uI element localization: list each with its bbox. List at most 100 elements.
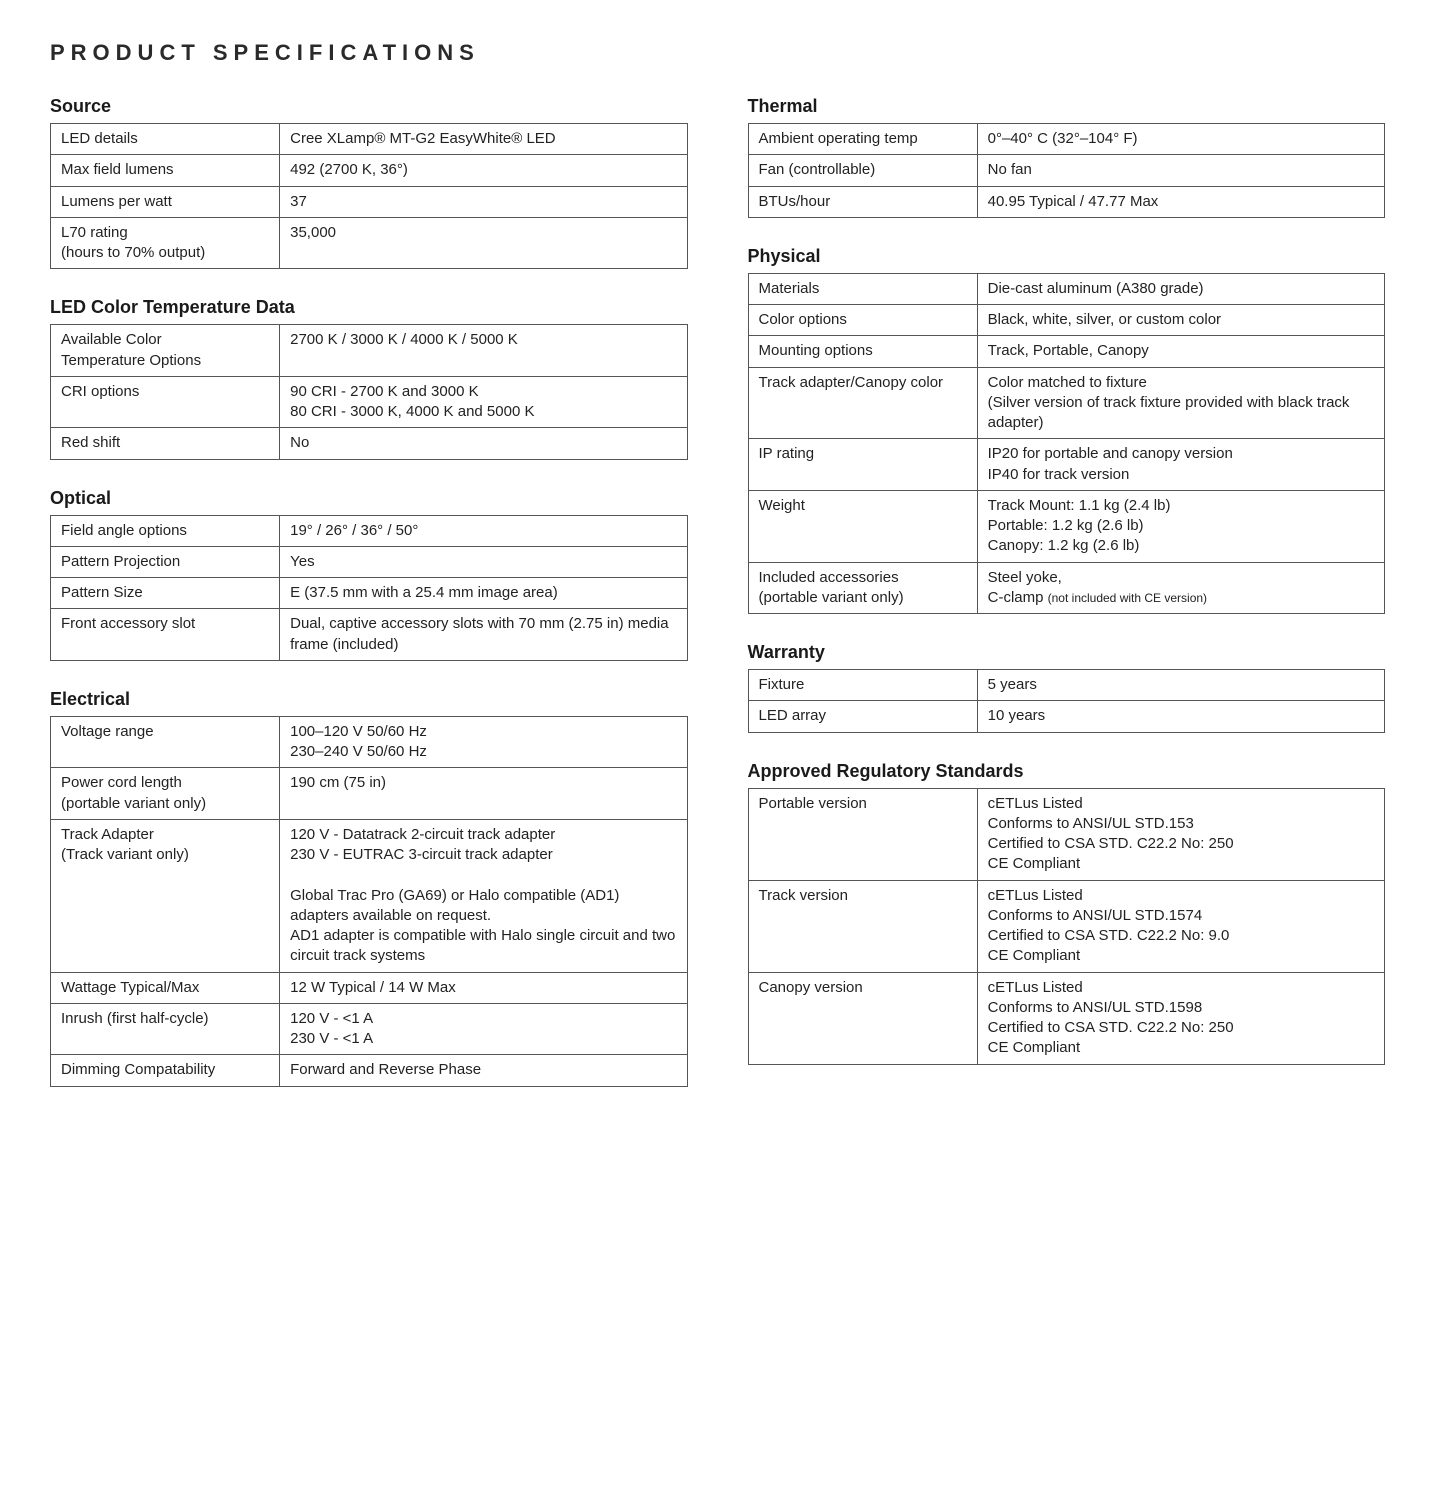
table-row: Max field lumens492 (2700 K, 36°) [51, 155, 688, 186]
spec-label: Front accessory slot [51, 609, 280, 661]
table-row: Fixture5 years [748, 670, 1385, 701]
spec-label: Track adapter/Canopy color [748, 367, 977, 439]
spec-label: Canopy version [748, 972, 977, 1064]
spec-label: Track version [748, 880, 977, 972]
spec-label: Dimming Compatability [51, 1055, 280, 1086]
spec-value: 190 cm (75 in) [280, 768, 687, 820]
spec-value: Track, Portable, Canopy [977, 336, 1384, 367]
spec-value: 120 V - <1 A230 V - <1 A [280, 1003, 687, 1055]
table-row: Pattern SizeE (37.5 mm with a 25.4 mm im… [51, 578, 688, 609]
spec-value: 0°–40° C (32°–104° F) [977, 124, 1384, 155]
spec-label: CRI options [51, 376, 280, 428]
spec-value: E (37.5 mm with a 25.4 mm image area) [280, 578, 687, 609]
spec-value: 2700 K / 3000 K / 4000 K / 5000 K [280, 325, 687, 377]
spec-label: L70 rating(hours to 70% output) [51, 217, 280, 269]
table-row: MaterialsDie-cast aluminum (A380 grade) [748, 273, 1385, 304]
section-title: Thermal [748, 96, 1386, 117]
spec-value: Steel yoke,C-clamp (not included with CE… [977, 562, 1384, 614]
section-title: LED Color Temperature Data [50, 297, 688, 318]
table-row: Track versioncETLus ListedConforms to AN… [748, 880, 1385, 972]
table-row: LED array10 years [748, 701, 1385, 732]
section-title: Approved Regulatory Standards [748, 761, 1386, 782]
spec-label: Red shift [51, 428, 280, 459]
spec-value: 90 CRI - 2700 K and 3000 K80 CRI - 3000 … [280, 376, 687, 428]
table-row: CRI options90 CRI - 2700 K and 3000 K80 … [51, 376, 688, 428]
page-title: PRODUCT SPECIFICATIONS [50, 40, 1385, 66]
spec-value: cETLus ListedConforms to ANSI/UL STD.157… [977, 880, 1384, 972]
spec-value: Black, white, silver, or custom color [977, 305, 1384, 336]
table-row: Field angle options19° / 26° / 36° / 50° [51, 515, 688, 546]
table-row: Power cord length(portable variant only)… [51, 768, 688, 820]
spec-label: LED array [748, 701, 977, 732]
spec-label: Power cord length(portable variant only) [51, 768, 280, 820]
spec-label: Weight [748, 490, 977, 562]
section-title: Electrical [50, 689, 688, 710]
spec-label: Ambient operating temp [748, 124, 977, 155]
spec-table: Fixture5 yearsLED array10 years [748, 669, 1386, 733]
spec-label: Max field lumens [51, 155, 280, 186]
section-title: Warranty [748, 642, 1386, 663]
spec-value: Track Mount: 1.1 kg (2.4 lb)Portable: 1.… [977, 490, 1384, 562]
spec-table: Field angle options19° / 26° / 36° / 50°… [50, 515, 688, 661]
spec-value-note: (not included with CE version) [1048, 591, 1207, 605]
spec-label: Lumens per watt [51, 186, 280, 217]
table-row: LED detailsCree XLamp® MT-G2 EasyWhite® … [51, 124, 688, 155]
table-row: IP ratingIP20 for portable and canopy ve… [748, 439, 1385, 491]
spec-label: Materials [748, 273, 977, 304]
right-column: Thermal Ambient operating temp0°–40° C (3… [748, 96, 1386, 1087]
columns-container: SourceLED detailsCree XLamp® MT-G2 EasyW… [50, 96, 1385, 1087]
table-row: L70 rating(hours to 70% output)35,000 [51, 217, 688, 269]
spec-value: IP20 for portable and canopy versionIP40… [977, 439, 1384, 491]
spec-table: Voltage range100–120 V 50/60 Hz230–240 V… [50, 716, 688, 1087]
spec-value: 40.95 Typical / 47.77 Max [977, 186, 1384, 217]
spec-value: 120 V - Datatrack 2-circuit track adapte… [280, 819, 687, 972]
table-row: Voltage range100–120 V 50/60 Hz230–240 V… [51, 716, 688, 768]
table-row: Mounting optionsTrack, Portable, Canopy [748, 336, 1385, 367]
spec-label: Fan (controllable) [748, 155, 977, 186]
spec-label: Included accessories(portable variant on… [748, 562, 977, 614]
table-row: Inrush (first half-cycle)120 V - <1 A230… [51, 1003, 688, 1055]
table-row: Pattern ProjectionYes [51, 546, 688, 577]
section-title: Optical [50, 488, 688, 509]
spec-value: Yes [280, 546, 687, 577]
table-row: Wattage Typical/Max12 W Typical / 14 W M… [51, 972, 688, 1003]
spec-value: 35,000 [280, 217, 687, 269]
table-row: Fan (controllable)No fan [748, 155, 1385, 186]
table-row: Color optionsBlack, white, silver, or cu… [748, 305, 1385, 336]
spec-value: No [280, 428, 687, 459]
left-column: SourceLED detailsCree XLamp® MT-G2 EasyW… [50, 96, 688, 1087]
spec-value: Dual, captive accessory slots with 70 mm… [280, 609, 687, 661]
spec-value: Color matched to fixture(Silver version … [977, 367, 1384, 439]
spec-label: Pattern Projection [51, 546, 280, 577]
spec-value: 12 W Typical / 14 W Max [280, 972, 687, 1003]
section-title: Physical [748, 246, 1386, 267]
spec-value: Forward and Reverse Phase [280, 1055, 687, 1086]
spec-value: 19° / 26° / 36° / 50° [280, 515, 687, 546]
table-row: Lumens per watt37 [51, 186, 688, 217]
spec-label: IP rating [748, 439, 977, 491]
spec-value: 10 years [977, 701, 1384, 732]
spec-value: cETLus ListedConforms to ANSI/UL STD.159… [977, 972, 1384, 1064]
spec-label: Available ColorTemperature Options [51, 325, 280, 377]
spec-label: BTUs/hour [748, 186, 977, 217]
spec-label: Voltage range [51, 716, 280, 768]
spec-value: 37 [280, 186, 687, 217]
table-row: Portable versioncETLus ListedConforms to… [748, 788, 1385, 880]
table-row: WeightTrack Mount: 1.1 kg (2.4 lb)Portab… [748, 490, 1385, 562]
table-row: Available ColorTemperature Options2700 K… [51, 325, 688, 377]
table-row: Canopy versioncETLus ListedConforms to A… [748, 972, 1385, 1064]
spec-value: No fan [977, 155, 1384, 186]
spec-table: Portable versioncETLus ListedConforms to… [748, 788, 1386, 1065]
spec-value: Cree XLamp® MT-G2 EasyWhite® LED [280, 124, 687, 155]
spec-value: 100–120 V 50/60 Hz230–240 V 50/60 Hz [280, 716, 687, 768]
spec-label: Pattern Size [51, 578, 280, 609]
spec-label: Color options [748, 305, 977, 336]
spec-value: cETLus ListedConforms to ANSI/UL STD.153… [977, 788, 1384, 880]
spec-table: LED detailsCree XLamp® MT-G2 EasyWhite® … [50, 123, 688, 269]
spec-table: Ambient operating temp0°–40° C (32°–104°… [748, 123, 1386, 218]
spec-label: Track Adapter(Track variant only) [51, 819, 280, 972]
table-row: Included accessories(portable variant on… [748, 562, 1385, 614]
spec-value: Die-cast aluminum (A380 grade) [977, 273, 1384, 304]
spec-label: Wattage Typical/Max [51, 972, 280, 1003]
spec-value: 492 (2700 K, 36°) [280, 155, 687, 186]
